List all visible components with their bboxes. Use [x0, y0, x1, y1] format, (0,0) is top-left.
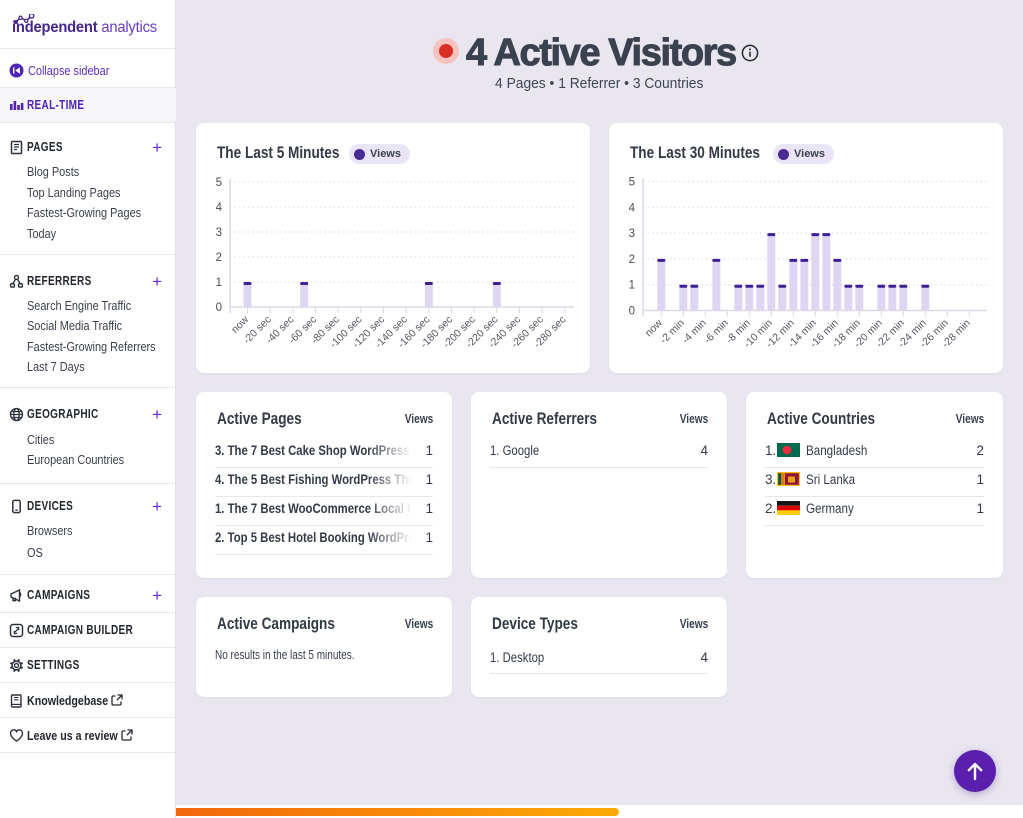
svg-text:5: 5	[629, 177, 635, 189]
svg-text:2: 2	[216, 252, 222, 264]
svg-text:3: 3	[216, 227, 222, 239]
svg-text:3: 3	[629, 228, 635, 240]
svg-text:4: 4	[629, 202, 636, 214]
svg-text:2: 2	[629, 254, 635, 266]
svg-text:1: 1	[216, 277, 222, 289]
svg-text:4: 4	[216, 202, 223, 214]
svg-text:1: 1	[629, 280, 635, 292]
svg-text:0: 0	[629, 306, 635, 318]
svg-text:5: 5	[216, 177, 222, 189]
svg-text:0: 0	[216, 302, 222, 314]
